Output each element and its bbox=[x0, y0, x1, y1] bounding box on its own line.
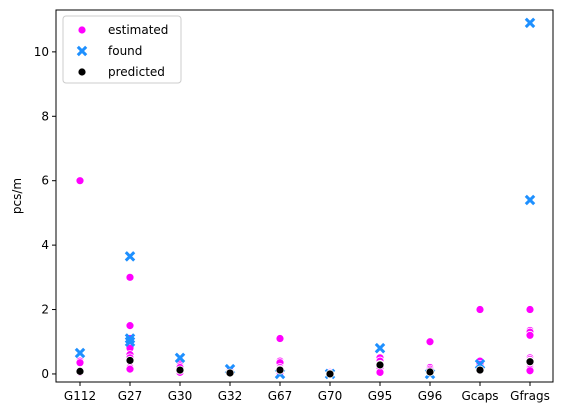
found-point bbox=[124, 333, 136, 344]
legend-label: estimated bbox=[108, 23, 168, 37]
found-point bbox=[124, 251, 136, 262]
estimated-point bbox=[525, 330, 535, 340]
estimated-point bbox=[125, 321, 135, 331]
x-tick-label: Gfrags bbox=[510, 389, 550, 403]
found-point bbox=[374, 342, 386, 354]
y-tick-label: 10 bbox=[34, 45, 49, 59]
points-layer bbox=[74, 17, 536, 380]
y-tick-label: 4 bbox=[41, 238, 49, 252]
x-tick-label: G30 bbox=[168, 389, 193, 403]
x-tick-label: G70 bbox=[318, 389, 343, 403]
y-axis-label: pcs/m bbox=[10, 178, 24, 214]
legend-label: predicted bbox=[108, 65, 165, 79]
estimated-point bbox=[125, 272, 135, 282]
predicted-point bbox=[525, 357, 535, 367]
estimated-point bbox=[75, 358, 85, 368]
predicted-point bbox=[425, 367, 435, 377]
estimated-point bbox=[375, 367, 385, 377]
y-tick-label: 2 bbox=[41, 303, 49, 317]
found-point bbox=[74, 347, 86, 359]
legend-label: found bbox=[108, 44, 142, 58]
x-tick-label: Gcaps bbox=[461, 389, 498, 403]
predicted-point bbox=[275, 365, 285, 375]
x-tick-label: G96 bbox=[418, 389, 443, 403]
estimated-point bbox=[425, 337, 435, 347]
legend-item-predicted: predicted bbox=[77, 65, 165, 79]
predicted-point bbox=[225, 368, 235, 378]
legend-box bbox=[62, 15, 182, 84]
predicted-point bbox=[75, 366, 85, 376]
estimated-point bbox=[275, 334, 285, 343]
predicted-point bbox=[475, 365, 485, 375]
legend-marker-found bbox=[76, 45, 88, 57]
predicted-point bbox=[375, 360, 385, 370]
x-axis: G112 G27 G30 G32 G67 G70 G95 G96 Gcaps Gfrags bbox=[64, 382, 550, 403]
y-axis: 0 2 4 6 8 10 bbox=[34, 45, 56, 381]
predicted-point bbox=[325, 369, 335, 379]
x-tick-label: G112 bbox=[64, 389, 96, 403]
found-point bbox=[174, 352, 186, 364]
estimated-point bbox=[75, 176, 85, 186]
predicted-point bbox=[175, 365, 185, 375]
estimated-point bbox=[125, 364, 135, 374]
x-tick-label: G95 bbox=[368, 389, 393, 403]
legend-marker-predicted bbox=[77, 67, 87, 77]
found-point bbox=[124, 336, 136, 348]
x-tick-label: G27 bbox=[118, 389, 143, 403]
x-tick-label: G32 bbox=[218, 389, 243, 403]
predicted-point bbox=[125, 356, 135, 365]
legend-item-found: found bbox=[76, 44, 142, 58]
series-predicted bbox=[75, 356, 535, 379]
estimated-point bbox=[525, 305, 535, 314]
legend-marker-estimated bbox=[77, 25, 87, 35]
legend: estimated found predicted bbox=[62, 15, 182, 84]
y-tick-label: 0 bbox=[41, 367, 49, 381]
y-tick-label: 8 bbox=[41, 109, 49, 123]
y-tick-label: 6 bbox=[41, 174, 49, 188]
x-tick-label: G67 bbox=[268, 389, 293, 403]
found-point bbox=[524, 17, 536, 29]
legend-item-estimated: estimated bbox=[77, 23, 168, 37]
estimated-point bbox=[475, 305, 485, 314]
estimated-point bbox=[525, 366, 535, 376]
found-point bbox=[524, 194, 536, 206]
